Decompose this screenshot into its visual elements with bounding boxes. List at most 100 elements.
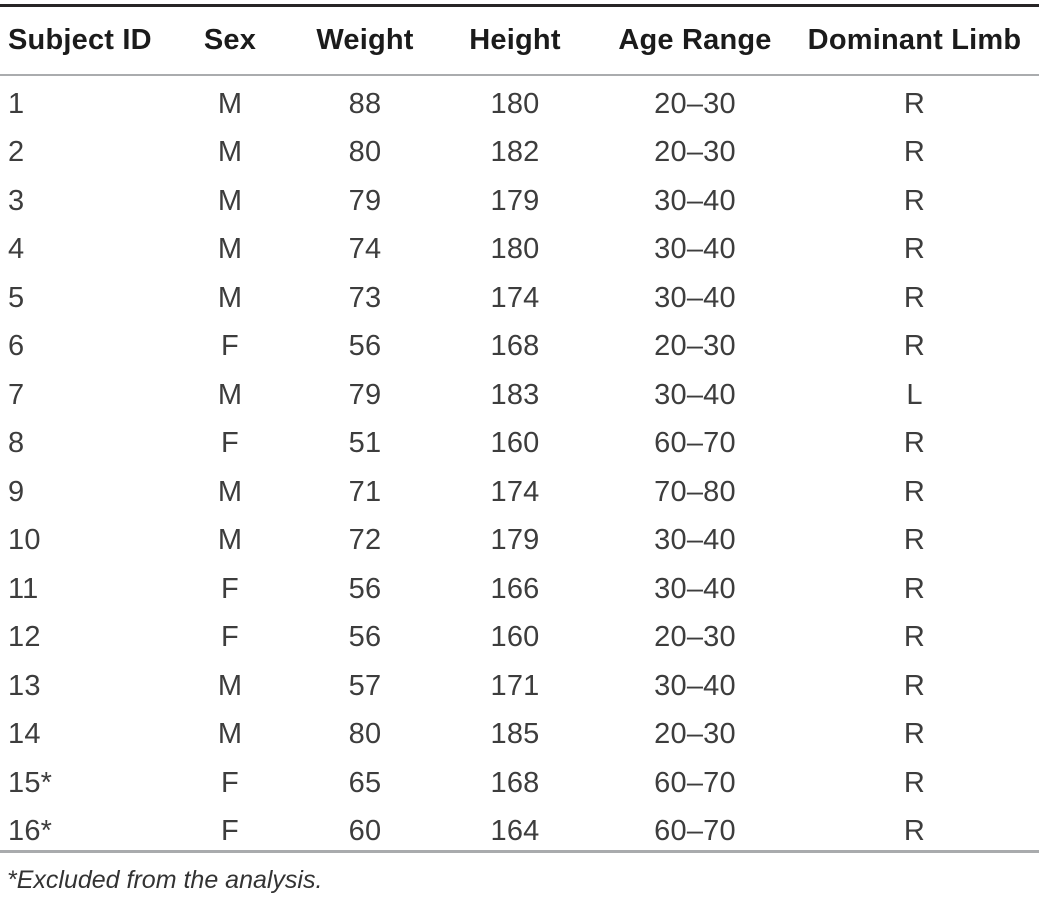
cell-weight: 80	[348, 718, 382, 751]
table-body: 1 M 88 180 20–30 R 2 M 80 182 20–30 R 3 M 79 179 30–40 R 4…	[0, 75, 1039, 851]
cell-age-range: 20–30	[654, 718, 736, 751]
cell-age-range: 30–40	[654, 378, 736, 411]
cell-sex: F	[221, 572, 239, 605]
cell-weight: 71	[348, 475, 382, 508]
cell-dominant-limb: R	[903, 281, 926, 314]
cell-weight: 51	[348, 427, 382, 460]
cell-subject-id: 14	[8, 718, 41, 751]
cell-height: 166	[490, 572, 540, 605]
cell-subject-id: 10	[8, 524, 41, 557]
column-header-age-range: Age Range	[600, 5, 790, 76]
cell-sex: M	[217, 475, 243, 508]
cell-sex: F	[221, 621, 239, 654]
cell-dominant-limb: R	[903, 184, 926, 217]
table-row: 15* F 65 168 60–70 R	[0, 754, 1039, 803]
cell-height: 180	[490, 233, 540, 266]
table-row: 13 M 57 171 30–40 R	[0, 657, 1039, 706]
cell-age-range: 30–40	[654, 669, 736, 702]
cell-age-range: 30–40	[654, 233, 736, 266]
header-row: Subject ID Sex Weight Height Age Range Domina…	[0, 5, 1039, 76]
cell-dominant-limb: R	[903, 621, 926, 654]
column-header-subject-id: Subject ID	[0, 5, 160, 76]
cell-height: 180	[490, 88, 540, 121]
cell-subject-id: 2	[8, 136, 25, 169]
table-row: 14 M 80 185 20–30 R	[0, 706, 1039, 755]
cell-sex: M	[217, 233, 243, 266]
cell-weight: 73	[348, 281, 382, 314]
table-row: 5 M 73 174 30–40 R	[0, 269, 1039, 318]
cell-height: 168	[490, 766, 540, 799]
cell-subject-id: 9	[8, 475, 25, 508]
cell-weight: 72	[348, 524, 382, 557]
cell-height: 160	[490, 427, 540, 460]
cell-dominant-limb: L	[906, 378, 923, 411]
cell-dominant-limb: R	[903, 572, 926, 605]
cell-dominant-limb: R	[903, 475, 926, 508]
cell-age-range: 30–40	[654, 572, 736, 605]
table-row: 2 M 80 182 20–30 R	[0, 124, 1039, 173]
table-header: Subject ID Sex Weight Height Age Range Domina…	[0, 5, 1039, 76]
cell-dominant-limb: R	[903, 233, 926, 266]
table-footnote: *Excluded from the analysis.	[7, 865, 323, 894]
cell-subject-id: 5	[8, 281, 25, 314]
cell-age-range: 70–80	[654, 475, 736, 508]
table-row: 4 M 74 180 30–40 R	[0, 221, 1039, 270]
cell-subject-id: 4	[8, 233, 25, 266]
cell-dominant-limb: R	[903, 766, 926, 799]
cell-sex: M	[217, 281, 243, 314]
cell-height: 179	[490, 524, 540, 557]
cell-sex: M	[217, 88, 243, 121]
cell-height: 183	[490, 378, 540, 411]
cell-weight: 74	[348, 233, 382, 266]
cell-dominant-limb: R	[903, 427, 926, 460]
cell-sex: M	[217, 669, 243, 702]
cell-age-range: 20–30	[654, 330, 736, 363]
cell-sex: F	[221, 814, 239, 847]
cell-age-range: 30–40	[654, 281, 736, 314]
cell-height: 160	[490, 621, 540, 654]
subjects-table: Subject ID Sex Weight Height Age Range Domina…	[0, 4, 1039, 853]
table-row: 1 M 88 180 20–30 R	[0, 75, 1039, 124]
cell-height: 171	[490, 669, 540, 702]
cell-subject-id: 7	[8, 378, 25, 411]
cell-age-range: 60–70	[654, 427, 736, 460]
cell-height: 164	[490, 814, 540, 847]
cell-weight: 79	[348, 184, 382, 217]
cell-height: 182	[490, 136, 540, 169]
cell-weight: 56	[348, 330, 382, 363]
cell-subject-id: 13	[8, 669, 41, 702]
table-row: 6 F 56 168 20–30 R	[0, 318, 1039, 367]
cell-sex: M	[217, 136, 243, 169]
table-row: 12 F 56 160 20–30 R	[0, 609, 1039, 658]
cell-age-range: 30–40	[654, 184, 736, 217]
cell-subject-id: 15*	[8, 766, 53, 799]
cell-dominant-limb: R	[903, 669, 926, 702]
cell-height: 174	[490, 475, 540, 508]
cell-weight: 56	[348, 621, 382, 654]
cell-subject-id: 6	[8, 330, 25, 363]
cell-weight: 65	[348, 766, 382, 799]
table-row: 10 M 72 179 30–40 R	[0, 512, 1039, 561]
cell-dominant-limb: R	[903, 524, 926, 557]
cell-subject-id: 12	[8, 621, 41, 654]
cell-age-range: 20–30	[654, 621, 736, 654]
table-row: 8 F 51 160 60–70 R	[0, 415, 1039, 464]
cell-weight: 56	[348, 572, 382, 605]
cell-dominant-limb: R	[903, 814, 926, 847]
cell-weight: 88	[348, 88, 382, 121]
cell-weight: 80	[348, 136, 382, 169]
cell-age-range: 30–40	[654, 524, 736, 557]
cell-weight: 60	[348, 814, 382, 847]
cell-weight: 79	[348, 378, 382, 411]
table-row: 9 M 71 174 70–80 R	[0, 463, 1039, 512]
column-header-height: Height	[430, 5, 600, 76]
cell-age-range: 20–30	[654, 136, 736, 169]
cell-height: 179	[490, 184, 540, 217]
cell-sex: F	[221, 427, 239, 460]
cell-height: 168	[490, 330, 540, 363]
cell-age-range: 20–30	[654, 88, 736, 121]
cell-sex: F	[221, 766, 239, 799]
cell-age-range: 60–70	[654, 814, 736, 847]
cell-dominant-limb: R	[903, 330, 926, 363]
